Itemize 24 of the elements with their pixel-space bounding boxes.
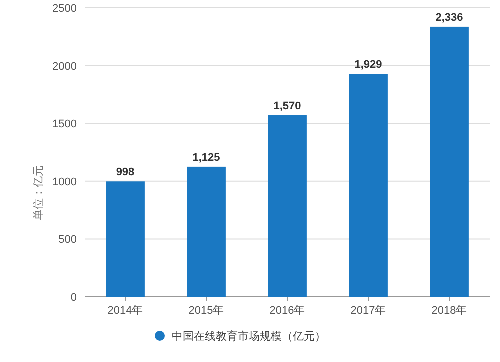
data-label: 2,336 bbox=[436, 12, 464, 24]
y-tick-label: 0 bbox=[70, 292, 77, 304]
data-label: 1,570 bbox=[274, 100, 302, 113]
y-tick-label: 500 bbox=[58, 234, 77, 246]
y-tick-label: 1500 bbox=[52, 118, 77, 131]
data-label: 1,929 bbox=[354, 59, 382, 72]
x-tick-label: 2014年 bbox=[108, 305, 144, 317]
legend-item: 中国在线教育市场规模（亿元） bbox=[155, 331, 326, 343]
bar bbox=[268, 116, 307, 297]
y-tick-label: 1000 bbox=[52, 176, 77, 188]
x-tick-label: 2016年 bbox=[270, 305, 306, 317]
y-axis-title: 单位：亿元 bbox=[32, 165, 45, 220]
data-label: 998 bbox=[116, 166, 135, 179]
bar bbox=[349, 74, 388, 297]
bar bbox=[106, 182, 145, 297]
data-label: 1,125 bbox=[192, 152, 220, 164]
bar bbox=[430, 26, 469, 297]
bar bbox=[187, 166, 226, 297]
x-tick-label: 2017年 bbox=[350, 305, 386, 317]
y-tick-label: 2500 bbox=[52, 3, 77, 15]
legend-label: 中国在线教育市场规模（亿元） bbox=[172, 330, 326, 343]
y-tick-label: 2000 bbox=[52, 60, 77, 73]
x-tick-label: 2015年 bbox=[188, 305, 224, 317]
x-tick-label: 2018年 bbox=[432, 305, 468, 317]
